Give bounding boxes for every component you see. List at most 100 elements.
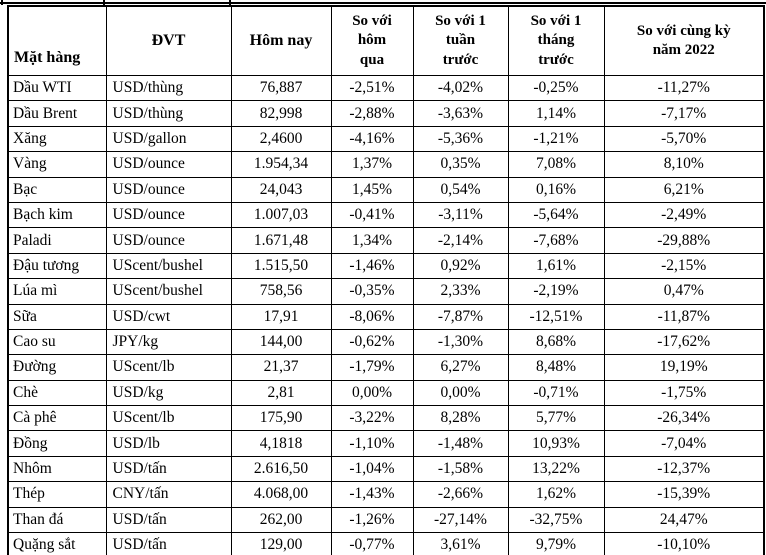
commodity-name-cell: Xăng [7, 125, 107, 153]
vs-2022-cell: -2,15% [603, 252, 765, 280]
table-row: Cà phê UScent/lb 175,90 -3,22% 8,28% 5,7… [7, 405, 765, 432]
today-price-cell: 76,887 [230, 74, 332, 102]
header-today: Hôm nay [230, 5, 332, 76]
vs-2022-cell: -7,17% [603, 100, 765, 127]
vs-week-ago-cell: -4,02% [412, 74, 509, 102]
today-price-cell: 21,37 [230, 354, 332, 381]
vs-week-ago-cell: -2,14% [412, 227, 509, 254]
cropped-row-border-tick [1, 0, 3, 5]
table-row: Vàng USD/ounce 1.954,34 1,37% 0,35% 7,08… [7, 151, 765, 178]
table-row: Chè USD/kg 2,81 0,00% 0,00% -0,71% -1,75… [7, 379, 765, 407]
vs-month-ago-cell: -32,75% [507, 506, 605, 534]
vs-month-ago-cell: -0,71% [507, 379, 605, 407]
commodity-name-cell: Vàng [7, 151, 107, 178]
table-row: Dầu Brent USD/thùng 82,998 -2,88% -3,63%… [7, 100, 765, 127]
header-vs-same-period-2022: So với cùng kỳ năm 2022 [603, 5, 765, 76]
vs-2022-cell: -10,10% [603, 532, 765, 555]
unit-cell: USD/ounce [105, 151, 232, 178]
unit-cell: USD/ounce [105, 201, 232, 229]
vs-2022-cell: -15,39% [603, 481, 765, 508]
cropped-row-border-remnant [0, 2, 766, 4]
vs-week-ago-cell: 8,28% [412, 405, 509, 432]
vs-yesterday-cell: 1,45% [330, 176, 414, 203]
vs-yesterday-cell: -3,22% [330, 405, 414, 432]
vs-week-ago-cell: -7,87% [412, 303, 509, 330]
table-row: Sữa USD/cwt 17,91 -8,06% -7,87% -12,51% … [7, 303, 765, 330]
vs-month-ago-cell: 8,68% [507, 328, 605, 356]
vs-yesterday-cell: -1,04% [330, 455, 414, 483]
vs-yesterday-cell: -1,10% [330, 430, 414, 457]
vs-2022-cell: -12,37% [603, 455, 765, 483]
unit-cell: USD/kg [105, 379, 232, 407]
commodity-name-cell: Dầu Brent [7, 100, 107, 127]
vs-2022-cell: 8,10% [603, 151, 765, 178]
unit-cell: USD/thùng [105, 100, 232, 127]
vs-2022-cell: -2,49% [603, 201, 765, 229]
today-price-cell: 2.616,50 [230, 455, 332, 483]
today-price-cell: 17,91 [230, 303, 332, 330]
vs-week-ago-cell: -3,11% [412, 201, 509, 229]
vs-yesterday-cell: -1,79% [330, 354, 414, 381]
vs-2022-cell: -5,70% [603, 125, 765, 153]
vs-2022-cell: 6,21% [603, 176, 765, 203]
table-row: Thép CNY/tấn 4.068,00 -1,43% -2,66% 1,62… [7, 481, 765, 508]
vs-week-ago-cell: 2,33% [412, 278, 509, 305]
table-row: Quặng sắt USD/tấn 129,00 -0,77% 3,61% 9,… [7, 532, 765, 555]
table-row: Bạc USD/ounce 24,043 1,45% 0,54% 0,16% 6… [7, 176, 765, 203]
vs-month-ago-cell: -2,19% [507, 278, 605, 305]
commodity-name-cell: Đậu tương [7, 252, 107, 280]
table-row: Bạch kim USD/ounce 1.007,03 -0,41% -3,11… [7, 201, 765, 229]
table-header: Mặt hàng ĐVT Hôm nay So với hôm qua So v… [7, 5, 765, 76]
commodity-name-cell: Cà phê [7, 405, 107, 432]
unit-cell: UScent/lb [105, 354, 232, 381]
today-price-cell: 129,00 [230, 532, 332, 555]
vs-2022-cell: -11,27% [603, 74, 765, 102]
table-row: Lúa mì UScent/bushel 758,56 -0,35% 2,33%… [7, 278, 765, 305]
cropped-row-border-tick [103, 0, 105, 5]
today-price-cell: 144,00 [230, 328, 332, 356]
vs-month-ago-cell: -0,25% [507, 74, 605, 102]
vs-yesterday-cell: 1,37% [330, 151, 414, 178]
vs-month-ago-cell: 1,61% [507, 252, 605, 280]
today-price-cell: 2,4600 [230, 125, 332, 153]
vs-week-ago-cell: -1,58% [412, 455, 509, 483]
commodity-name-cell: Thép [7, 481, 107, 508]
today-price-cell: 2,81 [230, 379, 332, 407]
vs-yesterday-cell: 1,34% [330, 227, 414, 254]
vs-week-ago-cell: 0,92% [412, 252, 509, 280]
vs-2022-cell: 19,19% [603, 354, 765, 381]
vs-2022-cell: -26,34% [603, 405, 765, 432]
vs-month-ago-cell: 1,14% [507, 100, 605, 127]
vs-month-ago-cell: -1,21% [507, 125, 605, 153]
today-price-cell: 175,90 [230, 405, 332, 432]
today-price-cell: 1.671,48 [230, 227, 332, 254]
header-row: Mặt hàng ĐVT Hôm nay So với hôm qua So v… [7, 5, 765, 76]
unit-cell: UScent/bushel [105, 252, 232, 280]
vs-yesterday-cell: -0,62% [330, 328, 414, 356]
today-price-cell: 262,00 [230, 506, 332, 534]
today-price-cell: 1.007,03 [230, 201, 332, 229]
commodity-name-cell: Chè [7, 379, 107, 407]
vs-week-ago-cell: -1,30% [412, 328, 509, 356]
commodity-name-cell: Bạc [7, 176, 107, 203]
vs-week-ago-cell: 0,35% [412, 151, 509, 178]
vs-month-ago-cell: 5,77% [507, 405, 605, 432]
vs-2022-cell: 24,47% [603, 506, 765, 534]
table-row: Nhôm USD/tấn 2.616,50 -1,04% -1,58% 13,2… [7, 455, 765, 483]
today-price-cell: 24,043 [230, 176, 332, 203]
vs-yesterday-cell: -0,41% [330, 201, 414, 229]
commodity-price-table: Mặt hàng ĐVT Hôm nay So với hôm qua So v… [7, 5, 765, 555]
vs-yesterday-cell: -1,46% [330, 252, 414, 280]
vs-2022-cell: -11,87% [603, 303, 765, 330]
commodity-name-cell: Dầu WTI [7, 74, 107, 102]
vs-week-ago-cell: -1,48% [412, 430, 509, 457]
unit-cell: USD/lb [105, 430, 232, 457]
vs-month-ago-cell: -7,68% [507, 227, 605, 254]
vs-2022-cell: -1,75% [603, 379, 765, 407]
vs-week-ago-cell: 0,00% [412, 379, 509, 407]
commodity-name-cell: Đồng [7, 430, 107, 457]
vs-2022-cell: -29,88% [603, 227, 765, 254]
header-unit: ĐVT [105, 5, 232, 76]
vs-month-ago-cell: -5,64% [507, 201, 605, 229]
